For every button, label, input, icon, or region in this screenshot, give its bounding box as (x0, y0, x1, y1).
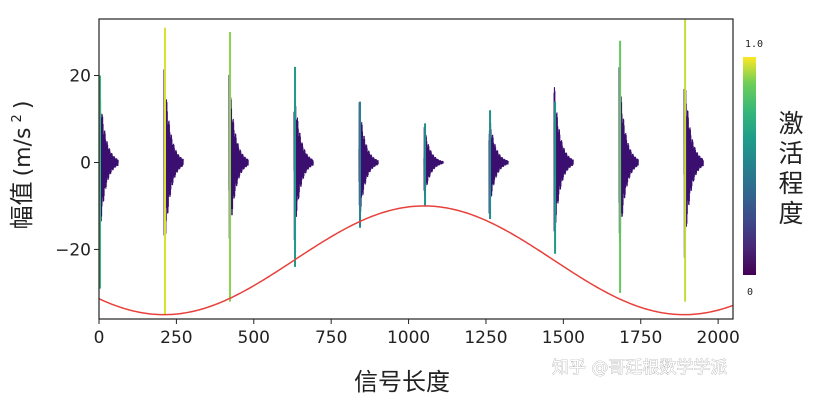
envelope-curve (99, 205, 733, 316)
colorbar-max-label: 1.0 (745, 39, 763, 50)
x-tick-label: 1000 (387, 328, 430, 348)
watermark: 知乎 @哥廷根数学学派 (552, 358, 727, 378)
x-tick-label: 250 (160, 328, 192, 348)
vibration-burst-2 (228, 74, 249, 243)
colorbar-title-char: 度 (778, 199, 803, 228)
x-ticks: 0 250 500 750 1000 1250 1500 1750 2000 (94, 319, 740, 348)
x-tick-label: 750 (315, 328, 347, 348)
y-axis-label-unit: (m/s (11, 128, 36, 177)
colorbar-title-char: 程 (778, 169, 803, 198)
vibration-burst-6 (488, 120, 509, 214)
colorbar (743, 57, 756, 275)
y-tick-label: −20 (55, 240, 91, 260)
colorbar-title-char: 激 (778, 109, 803, 138)
vibration-burst-5 (423, 127, 444, 197)
colorbar-min-label: 0 (747, 287, 753, 298)
plot-marks (99, 19, 733, 316)
x-tick-label: 0 (94, 328, 105, 348)
y-axis-label-sup: 2 (10, 114, 25, 122)
vibration-burst-1 (163, 68, 184, 240)
y-axis-label-main: 幅值 (8, 182, 36, 230)
y-axis-label: 幅值 (m/s 2 ) (6, 100, 36, 229)
vibration-burst-9 (683, 83, 704, 258)
vibration-burst-3 (293, 95, 314, 241)
vibration-burst-7 (553, 87, 574, 232)
vibration-burst-0 (99, 91, 119, 248)
vibration-burst-4 (358, 102, 379, 212)
y-tick-label: 0 (80, 153, 91, 173)
x-axis-label: 信号长度 (354, 368, 450, 396)
x-tick-label: 2000 (697, 328, 740, 348)
x-tick-label: 500 (238, 328, 270, 348)
y-ticks: −20 0 20 (55, 67, 99, 260)
x-tick-label: 1250 (464, 328, 507, 348)
x-tick-label: 1750 (619, 328, 662, 348)
y-tick-label: 20 (69, 67, 91, 87)
x-tick-label: 1500 (542, 328, 585, 348)
vibration-burst-8 (618, 67, 639, 243)
plot-frame (98, 18, 734, 320)
y-axis-label-close: ) (11, 100, 36, 109)
colorbar-title-char: 活 (778, 139, 803, 168)
